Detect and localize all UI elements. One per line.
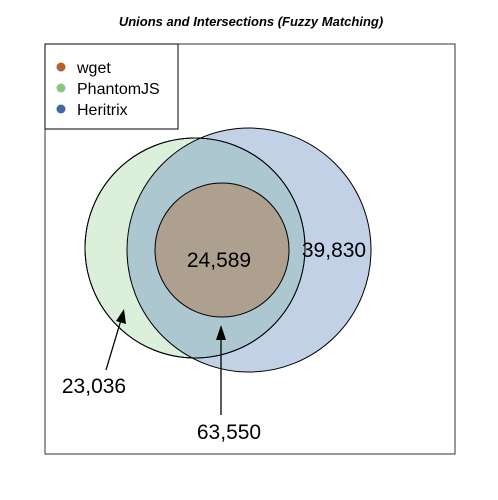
legend-marker-heritrix — [56, 104, 66, 114]
legend-box — [44, 43, 179, 130]
phantomjs-total-count-label: 63,550 — [197, 421, 261, 444]
legend-label-wget: wget — [76, 60, 111, 77]
legend-label-phantomjs: PhantomJS — [77, 81, 160, 98]
phantomjs-outline — [84, 137, 306, 359]
phantomjs-total-arrow — [216, 325, 226, 415]
wget-circle — [154, 182, 290, 318]
phantomjs-only-count-label: 23,036 — [62, 375, 126, 398]
chart-title: Unions and Intersections (Fuzzy Matching… — [119, 14, 383, 29]
heritrix-only-count-label: 39,830 — [302, 239, 366, 262]
wget-count-label: 24,589 — [187, 249, 251, 272]
legend-marker-wget — [56, 62, 66, 72]
legend-label-heritrix: Heritrix — [77, 102, 128, 119]
legend-marker-phantomjs — [56, 83, 66, 93]
phantomjs-only-arrow — [105, 309, 126, 371]
plot-frame — [44, 43, 456, 455]
